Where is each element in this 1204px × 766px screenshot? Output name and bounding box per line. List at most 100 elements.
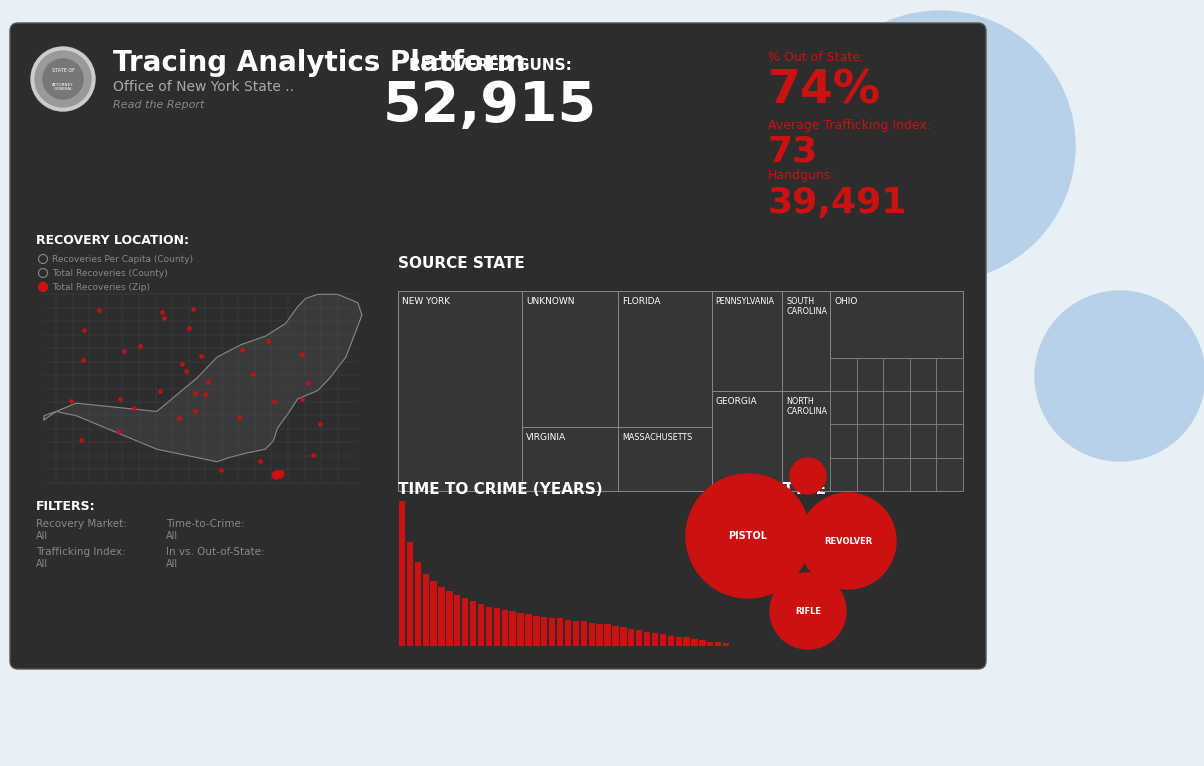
Point (185, 405, 205, 417)
Circle shape (43, 59, 83, 99)
Bar (712, 391, 783, 491)
Bar (937, 457, 963, 491)
Text: VIRGINIA: VIRGINIA (526, 433, 566, 442)
Point (265, 469, 284, 481)
Bar (700, 640, 706, 646)
Text: Average Trafficking Index:: Average Trafficking Index: (768, 119, 931, 132)
Bar (619, 427, 712, 491)
Text: SOUTH
CAROLINA: SOUTH CAROLINA (786, 297, 827, 316)
Point (303, 449, 323, 461)
Bar (668, 636, 674, 646)
Point (183, 303, 202, 315)
Text: Total Recoveries (County): Total Recoveries (County) (52, 269, 167, 277)
Text: SOURCE STATE: SOURCE STATE (399, 256, 525, 270)
Bar (831, 391, 857, 424)
Bar (937, 424, 963, 457)
Text: RECOVERY LOCATION:: RECOVERY LOCATION: (36, 234, 189, 247)
Bar (910, 424, 937, 457)
Text: 52,915: 52,915 (383, 79, 597, 133)
Point (265, 468, 284, 480)
Bar (722, 643, 730, 646)
Point (232, 344, 252, 356)
Bar (438, 587, 444, 646)
Point (266, 467, 285, 480)
Text: Recoveries Per Capita (County): Recoveries Per Capita (County) (52, 254, 193, 264)
Text: GUN TYPE: GUN TYPE (740, 482, 826, 496)
Point (195, 388, 214, 401)
Circle shape (799, 493, 896, 589)
Bar (580, 621, 588, 646)
Bar (651, 633, 659, 646)
Bar (541, 617, 548, 646)
Circle shape (31, 47, 95, 111)
Bar (454, 595, 460, 646)
Point (243, 368, 262, 381)
Bar (414, 562, 421, 646)
Bar (596, 624, 603, 646)
Bar (684, 637, 690, 646)
Bar (675, 637, 681, 646)
Point (197, 376, 217, 388)
Point (150, 385, 170, 397)
Text: 73: 73 (768, 135, 819, 169)
Circle shape (1035, 291, 1204, 461)
Text: Total Recoveries (Zip): Total Recoveries (Zip) (52, 283, 150, 292)
Bar (523, 427, 619, 491)
Bar (712, 291, 783, 391)
Text: 74%: 74% (768, 69, 881, 114)
Circle shape (771, 573, 846, 649)
Text: FLORIDA: FLORIDA (622, 297, 661, 306)
Bar (910, 358, 937, 391)
Text: RIFLE: RIFLE (795, 607, 821, 616)
Bar (589, 623, 595, 646)
Point (267, 468, 287, 480)
Bar (831, 457, 857, 491)
Point (270, 469, 289, 481)
Bar (518, 613, 524, 646)
Text: FILTERS:: FILTERS: (36, 499, 95, 512)
Bar (407, 542, 413, 646)
Point (72, 434, 92, 446)
Point (259, 336, 278, 348)
Point (114, 345, 134, 358)
Bar (857, 457, 884, 491)
Text: MASSACHUSETTS: MASSACHUSETTS (622, 433, 692, 442)
Bar (937, 358, 963, 391)
Text: All: All (166, 531, 178, 541)
Bar (430, 581, 437, 646)
Bar (494, 608, 500, 646)
Point (212, 463, 231, 476)
Text: PENNSYLVANIA: PENNSYLVANIA (715, 297, 774, 306)
Polygon shape (45, 294, 362, 462)
Point (61, 394, 81, 407)
Bar (783, 291, 831, 391)
Bar (399, 501, 405, 646)
Point (267, 468, 287, 480)
Bar (462, 598, 468, 646)
Text: Recovery Market:: Recovery Market: (36, 519, 126, 529)
Bar (523, 291, 619, 427)
Point (154, 313, 173, 325)
Text: Read the Report: Read the Report (113, 100, 205, 110)
Point (170, 411, 189, 424)
Bar (831, 291, 963, 358)
Point (230, 412, 249, 424)
Bar (557, 618, 563, 646)
Bar (884, 457, 910, 491)
Bar (857, 391, 884, 424)
Text: GEORGIA: GEORGIA (715, 397, 757, 406)
Bar (620, 627, 626, 646)
Bar (423, 574, 429, 646)
Bar (910, 457, 937, 491)
Bar (831, 424, 857, 457)
Point (270, 467, 289, 480)
Text: All: All (36, 559, 48, 569)
Text: UNKNOWN: UNKNOWN (526, 297, 574, 306)
Point (173, 358, 193, 370)
Circle shape (41, 285, 45, 289)
Point (293, 393, 312, 405)
Text: OHIO: OHIO (834, 297, 857, 306)
Point (266, 470, 285, 482)
Point (250, 455, 270, 467)
Text: ATTORNEY
GENERAL: ATTORNEY GENERAL (52, 83, 73, 91)
